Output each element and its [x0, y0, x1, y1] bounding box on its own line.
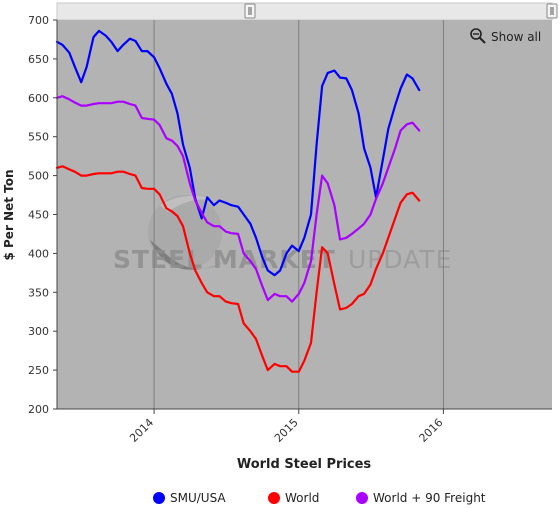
y-axis-title: $ Per Net Ton [2, 169, 16, 260]
plot-area [57, 20, 552, 409]
series-line-0[interactable] [55, 29, 421, 277]
y-tick-label: 550 [28, 131, 49, 144]
x-axis-title: World Steel Prices [237, 457, 372, 472]
series-line-1[interactable] [55, 165, 421, 373]
range-navigator[interactable] [56, 2, 558, 21]
legend-label[interactable]: SMU/USA [170, 491, 226, 505]
legend-label[interactable]: World + 90 Freight [373, 491, 486, 505]
legend-marker[interactable] [153, 492, 165, 504]
series-lines [55, 29, 421, 373]
y-tick-label: 450 [28, 209, 49, 222]
y-tick-label: 250 [28, 364, 49, 377]
show-all-label[interactable]: Show all [491, 30, 541, 44]
y-tick-label: 350 [28, 286, 49, 299]
y-tick-label: 300 [28, 325, 49, 338]
x-axis-ticks: 2014 2015 2016 [127, 409, 446, 445]
series-line-2[interactable] [55, 95, 421, 303]
legend-marker[interactable] [268, 492, 280, 504]
legend-marker[interactable] [356, 492, 368, 504]
legend-item-1[interactable]: World [268, 491, 319, 505]
navigator-track[interactable] [56, 2, 553, 21]
y-axis-ticks: 200 250 300 350 400 450 500 550 600 650 700 [28, 14, 57, 416]
legend-item-0[interactable]: SMU/USA [153, 491, 226, 505]
y-tick-label: 600 [28, 92, 49, 105]
x-tick-label: 2015 [272, 416, 301, 445]
y-tick-label: 700 [28, 14, 49, 27]
watermark-text-bold: STEEL MARKET [113, 245, 336, 274]
legend: SMU/USA World World + 90 Freight [153, 491, 486, 505]
navigator-right-handle[interactable] [546, 3, 558, 19]
watermark-text-light: UPDATE [348, 245, 452, 274]
x-tick-label: 2016 [417, 416, 446, 445]
x-tick-label: 2014 [127, 416, 156, 445]
zoom-out-magnifier-icon[interactable] [470, 28, 486, 44]
y-tick-label: 200 [28, 403, 49, 416]
y-tick-label: 650 [28, 53, 49, 66]
navigator-left-handle[interactable] [244, 3, 256, 19]
y-tick-label: 400 [28, 247, 49, 260]
show-all-button[interactable]: Show all [470, 28, 541, 44]
grid-lines [153, 20, 444, 409]
legend-label[interactable]: World [285, 491, 319, 505]
y-tick-label: 500 [28, 170, 49, 183]
legend-item-2[interactable]: World + 90 Freight [356, 491, 486, 505]
